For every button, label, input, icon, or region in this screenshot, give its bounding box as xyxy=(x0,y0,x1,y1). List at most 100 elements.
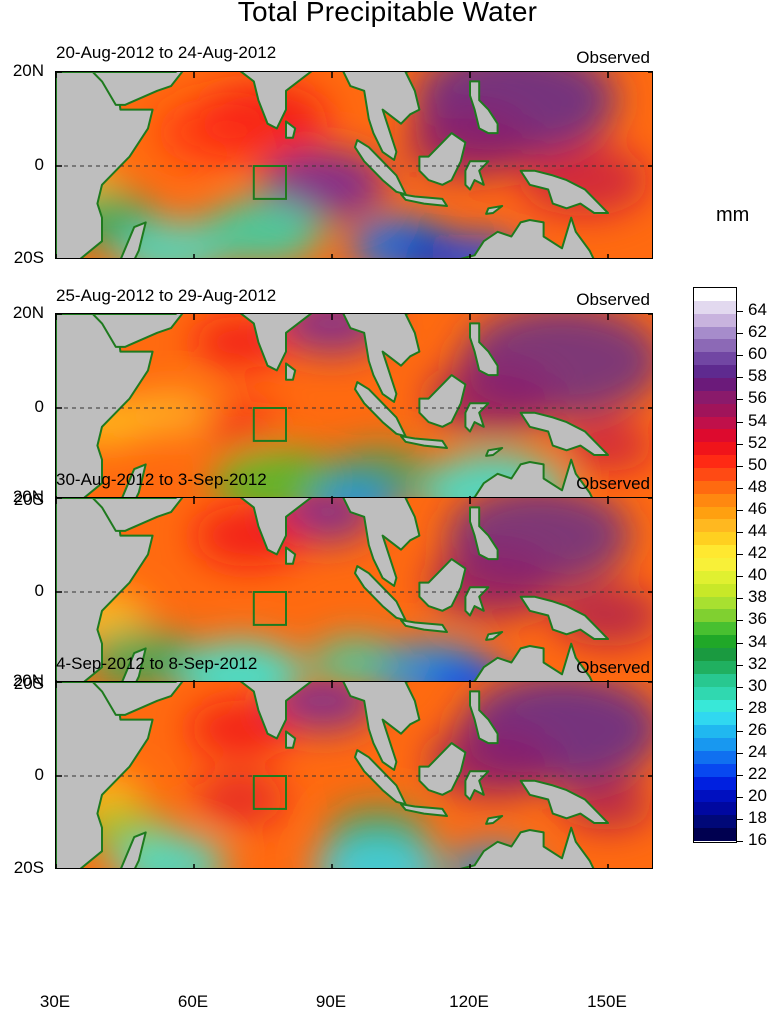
lat-label-20n: 20N xyxy=(12,303,44,322)
map-panel-4 xyxy=(55,681,653,869)
colorbar-tick xyxy=(737,841,743,843)
lon-label-90e: 90E xyxy=(315,992,347,1011)
colorbar-swatch xyxy=(694,609,736,623)
landmass xyxy=(56,682,154,868)
colorbar-label: 54 xyxy=(748,410,767,430)
colorbar-swatch xyxy=(694,390,736,404)
panel-1-observed-label: Observed xyxy=(576,48,650,67)
landmass xyxy=(239,682,313,740)
colorbar-swatch xyxy=(694,365,736,379)
landmass xyxy=(342,314,421,403)
landmass xyxy=(120,647,147,684)
colorbar-label: 24 xyxy=(748,742,767,761)
landmass xyxy=(342,72,421,161)
landmass xyxy=(91,72,184,106)
landmass xyxy=(459,458,595,500)
landmass xyxy=(418,558,467,612)
colorbar-swatch xyxy=(694,442,736,456)
lon-label-120e: 120E xyxy=(449,992,489,1011)
colorbar-label: 46 xyxy=(748,498,767,518)
colorbar-units: mm xyxy=(716,204,750,226)
colorbar-label: 50 xyxy=(748,454,767,474)
colorbar-label: 34 xyxy=(748,631,767,651)
landmass xyxy=(469,80,499,135)
colorbar-label: 36 xyxy=(748,609,767,629)
landmass xyxy=(459,216,595,258)
colorbar-swatch xyxy=(694,673,736,687)
landmass xyxy=(56,498,154,684)
lat-label-20s: 20S xyxy=(13,858,44,877)
landmass xyxy=(285,730,297,749)
colorbar-swatch xyxy=(694,776,736,790)
landmass xyxy=(400,193,448,207)
colorbar-tick xyxy=(737,421,743,423)
panel-1-period: 20-Aug-2012 to 24-Aug-2012 xyxy=(56,43,277,62)
colorbar-label: 26 xyxy=(748,719,767,739)
landmass xyxy=(400,619,448,633)
landmass xyxy=(418,132,467,186)
colorbar-tick xyxy=(737,753,743,754)
colorbar-label: 48 xyxy=(748,476,767,496)
colorbar-tick xyxy=(737,775,743,777)
colorbar-tick xyxy=(737,333,743,335)
map-panel-2 xyxy=(55,313,653,501)
landmass xyxy=(469,506,499,561)
colorbar-tick xyxy=(737,620,743,622)
landmass xyxy=(464,770,490,801)
panel-4-period: 4-Sep-2012 to 8-Sep-2012 xyxy=(56,654,258,673)
panel-4-observed-label: Observed xyxy=(576,658,650,677)
lat-label-eq: 0 xyxy=(34,581,44,600)
colorbar-label: 52 xyxy=(748,432,767,452)
study-region-box xyxy=(252,165,288,200)
colorbar-swatch xyxy=(694,300,736,314)
landmass xyxy=(91,314,184,348)
panel-3-period: 30-Aug-2012 to 3-Sep-2012 xyxy=(56,470,267,489)
colorbar-tick xyxy=(737,554,743,556)
landmass xyxy=(464,160,490,191)
colorbar-label: 18 xyxy=(748,808,767,828)
colorbar-swatch xyxy=(694,583,736,597)
landmass xyxy=(459,642,595,684)
lat-label-20s: 20S xyxy=(13,248,44,267)
colorbar-swatch xyxy=(694,596,736,610)
land-mask xyxy=(56,498,609,684)
colorbar-tick xyxy=(737,377,743,379)
colorbar-label: 58 xyxy=(748,366,767,386)
landmass xyxy=(400,803,448,817)
colorbar-tick xyxy=(737,311,743,312)
field-region xyxy=(194,773,286,826)
colorbar-swatch xyxy=(694,403,736,417)
colorbar-label: 56 xyxy=(748,388,767,408)
field-region xyxy=(212,447,342,500)
colorbar-swatch xyxy=(694,570,736,584)
field-region xyxy=(309,476,401,500)
colorbar-tick xyxy=(737,819,743,821)
figure-title: Total Precipitable Water xyxy=(237,0,538,27)
colorbar-swatch xyxy=(694,712,736,726)
landmass xyxy=(56,314,154,500)
colorbar-swatch xyxy=(694,480,736,494)
landmass xyxy=(120,463,147,500)
colorbar-swatch xyxy=(694,648,736,661)
colorbar-tick xyxy=(737,465,743,467)
colorbar-label: 30 xyxy=(748,675,767,695)
panel-3-observed-label: Observed xyxy=(576,474,650,493)
colorbar-swatch xyxy=(694,686,736,700)
study-region-box xyxy=(252,591,288,626)
field-region xyxy=(203,198,323,258)
landmass xyxy=(485,205,504,215)
landmass xyxy=(485,815,504,825)
colorbar-swatch xyxy=(694,532,736,546)
lon-label-150e: 150E xyxy=(587,992,627,1011)
colorbar-swatch xyxy=(694,635,736,649)
landmass xyxy=(519,411,609,456)
lat-label-20s: 20S xyxy=(13,674,44,693)
colorbar-swatch xyxy=(694,429,736,443)
lat-label-eq: 0 xyxy=(34,397,44,416)
landmass xyxy=(469,690,499,745)
colorbar-tick xyxy=(737,730,743,732)
colorbar-tick xyxy=(737,443,743,445)
colorbar-tick xyxy=(737,532,743,533)
landmass xyxy=(285,120,297,139)
landmass xyxy=(354,381,407,438)
